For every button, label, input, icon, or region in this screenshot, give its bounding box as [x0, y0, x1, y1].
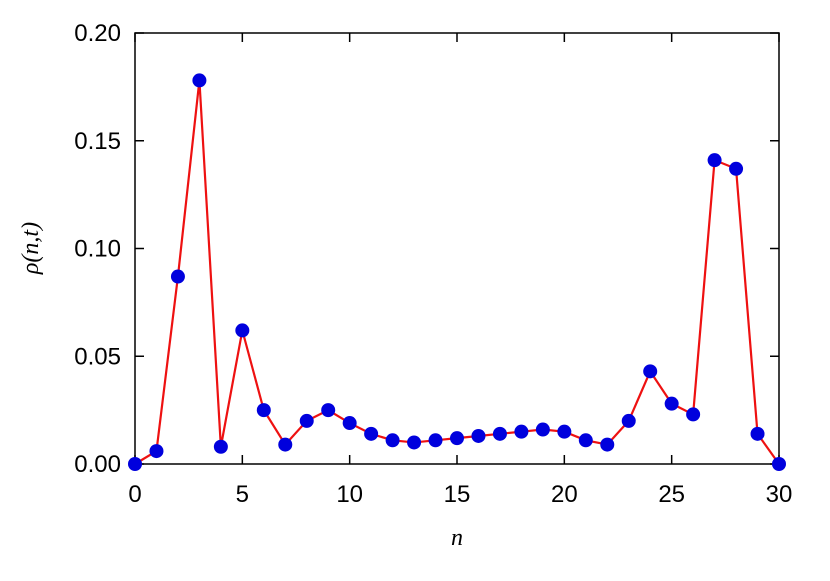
- x-tick-label: 0: [128, 481, 141, 508]
- y-tick-label: 0.00: [74, 451, 121, 478]
- data-point: [750, 426, 765, 441]
- x-tick-label: 15: [444, 481, 471, 508]
- data-line: [134, 80, 780, 465]
- data-point: [213, 439, 228, 454]
- data-point: [342, 416, 357, 431]
- data-point: [256, 403, 271, 418]
- data-point: [321, 403, 336, 418]
- x-axis-label: n: [451, 525, 463, 551]
- y-tick-label: 0.20: [74, 20, 121, 47]
- data-point: [492, 426, 507, 441]
- x-tick-label: 10: [336, 481, 363, 508]
- data-point: [299, 413, 314, 428]
- data-point: [278, 437, 293, 452]
- x-tick-label: 25: [658, 481, 685, 508]
- data-point: [192, 73, 207, 88]
- data-point: [729, 161, 744, 176]
- data-point: [514, 424, 529, 439]
- y-tick-label: 0.05: [74, 343, 121, 370]
- data-point: [170, 269, 185, 284]
- x-tick-label: 20: [551, 481, 578, 508]
- data-point: [364, 426, 379, 441]
- data-point: [535, 422, 550, 437]
- data-point: [686, 407, 701, 422]
- y-tick-label: 0.15: [74, 128, 121, 155]
- data-point: [471, 428, 486, 443]
- data-point: [235, 323, 250, 338]
- data-point: [149, 444, 164, 459]
- x-tick-label: 30: [766, 481, 793, 508]
- data-point: [621, 413, 636, 428]
- data-point: [772, 457, 786, 471]
- data-point: [128, 457, 142, 471]
- data-point: [407, 435, 422, 450]
- data-point: [578, 433, 593, 448]
- data-point: [557, 424, 572, 439]
- x-tick-label: 5: [236, 481, 249, 508]
- data-point: [428, 433, 443, 448]
- data-point: [450, 431, 464, 446]
- data-point: [664, 396, 679, 411]
- y-tick-label: 0.10: [74, 236, 121, 263]
- data-point: [643, 364, 658, 379]
- data-point: [385, 433, 400, 448]
- data-point: [600, 437, 615, 452]
- plot-frame: [134, 32, 780, 465]
- y-axis-label: ρ(n,t): [18, 222, 44, 275]
- data-point: [707, 153, 722, 168]
